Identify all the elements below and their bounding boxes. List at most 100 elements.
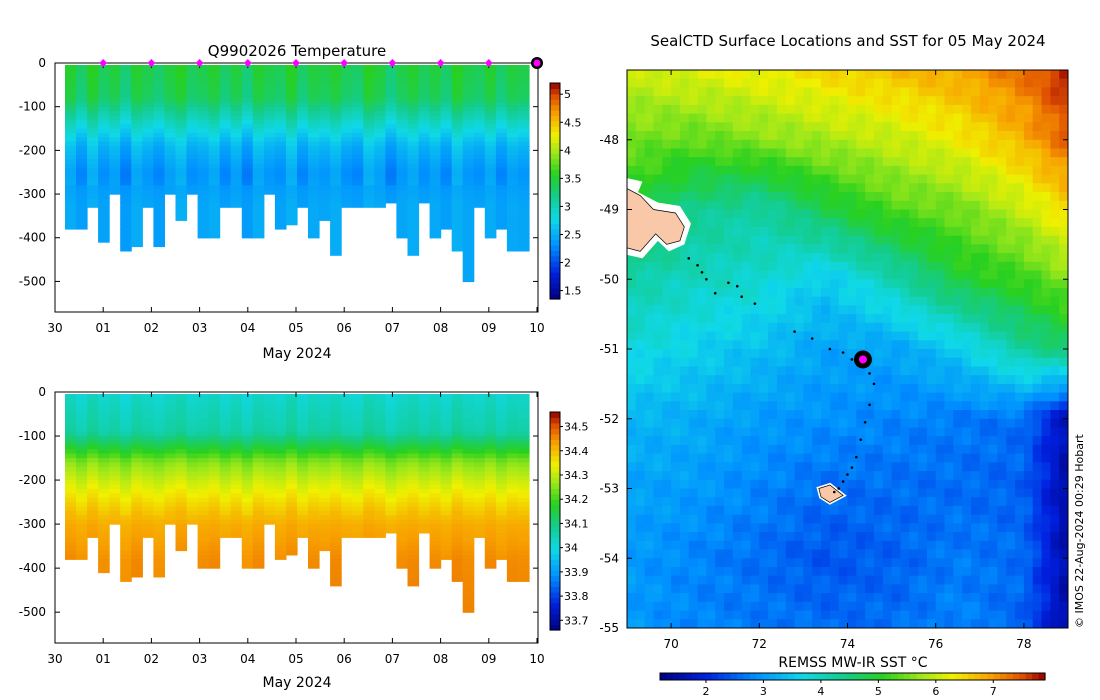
- section-cell: [252, 541, 265, 547]
- section-cell: [131, 519, 143, 525]
- section-cell: [76, 436, 88, 441]
- section-cell: [518, 211, 530, 217]
- sst-cell: [882, 270, 893, 280]
- section-cell: [286, 137, 298, 143]
- section-cell: [462, 93, 475, 99]
- sst-cell: [829, 200, 840, 210]
- sst-cell: [953, 261, 963, 271]
- section-cell: [440, 84, 453, 90]
- sst-cell: [741, 96, 751, 106]
- section-cell: [252, 394, 265, 397]
- section-cell: [297, 431, 309, 437]
- sst-cell: [759, 113, 769, 123]
- sst-cell: [874, 131, 884, 141]
- section-cell: [396, 71, 408, 77]
- sst-cell: [1041, 209, 1051, 219]
- sst-cell: [653, 340, 663, 350]
- section-cell: [451, 541, 464, 547]
- section-cell: [252, 220, 265, 226]
- section-cell: [473, 510, 486, 516]
- section-cell: [495, 488, 508, 494]
- section-cell: [374, 128, 386, 134]
- section-cell: [506, 137, 519, 143]
- section-cell: [462, 546, 475, 552]
- section-cell: [120, 528, 132, 534]
- sst-cell: [926, 183, 937, 193]
- sst-cell: [882, 104, 893, 115]
- section-cell: [109, 484, 121, 490]
- section-cell: [374, 466, 386, 472]
- section-cell: [484, 115, 497, 121]
- section-cell: [120, 568, 132, 574]
- section-cell: [98, 84, 110, 90]
- section-cell: [418, 71, 431, 77]
- sst-cell: [935, 104, 945, 115]
- section-cell: [341, 71, 353, 77]
- section-cell: [219, 462, 232, 468]
- section-cell: [473, 480, 486, 486]
- section-cell: [330, 488, 342, 494]
- section-cell: [241, 146, 254, 151]
- section-cell: [341, 124, 353, 130]
- section-cell: [241, 559, 254, 565]
- section-cell: [396, 233, 408, 239]
- section-cell: [109, 510, 121, 516]
- section-cell: [230, 475, 243, 481]
- sst-cell: [856, 340, 866, 350]
- section-cell: [286, 185, 298, 191]
- section-cell: [76, 546, 88, 552]
- section-cell: [429, 198, 442, 204]
- sst-cell: [944, 226, 954, 237]
- section-cell: [197, 405, 210, 411]
- section-cell: [142, 444, 154, 450]
- sst-cell: [776, 96, 787, 106]
- sst-cell: [971, 253, 981, 263]
- section-cell: [98, 128, 110, 134]
- sst-cell: [671, 96, 681, 106]
- section-cell: [109, 497, 121, 503]
- sst-cell: [662, 87, 672, 97]
- section-cell: [120, 207, 132, 213]
- surface-marker: [243, 59, 252, 67]
- section-cell: [330, 84, 342, 90]
- sst-cell: [732, 113, 743, 123]
- sst-cell: [1032, 192, 1042, 202]
- section-cell: [263, 176, 276, 182]
- section-cell: [297, 65, 309, 68]
- sst-cell: [635, 261, 646, 271]
- section-cell: [440, 150, 453, 156]
- section-cell: [462, 215, 475, 221]
- section-cell: [407, 106, 420, 112]
- section-cell: [76, 493, 88, 499]
- section-cell: [330, 76, 342, 82]
- section-cell: [429, 559, 442, 565]
- section-cell: [87, 462, 99, 468]
- section-cell: [429, 418, 442, 424]
- sst-cell: [1059, 253, 1069, 263]
- sst-cell: [697, 314, 707, 324]
- section-cell: [219, 427, 232, 433]
- section-cell: [396, 202, 408, 208]
- section-cell: [131, 194, 143, 200]
- sst-cell: [1041, 104, 1051, 115]
- section-cell: [153, 466, 165, 472]
- sst-cell: [856, 96, 866, 106]
- section-cell: [440, 394, 453, 397]
- section-cell: [473, 488, 486, 494]
- sst-cell: [979, 322, 990, 332]
- sst-cell: [1006, 226, 1016, 237]
- sst-cell: [671, 122, 681, 132]
- section-cell: [197, 202, 210, 208]
- section-cell: [208, 146, 221, 151]
- section-cell: [120, 510, 132, 516]
- section-cell: [286, 76, 298, 82]
- sst-cell: [856, 104, 866, 115]
- sst-cell: [794, 322, 804, 332]
- section-cell: [484, 528, 497, 534]
- section-cell: [208, 394, 221, 397]
- sst-cell: [785, 122, 796, 132]
- sst-cell: [627, 253, 637, 263]
- section-cell: [208, 159, 221, 165]
- section-cell: [341, 394, 353, 397]
- sst-cell: [856, 331, 866, 341]
